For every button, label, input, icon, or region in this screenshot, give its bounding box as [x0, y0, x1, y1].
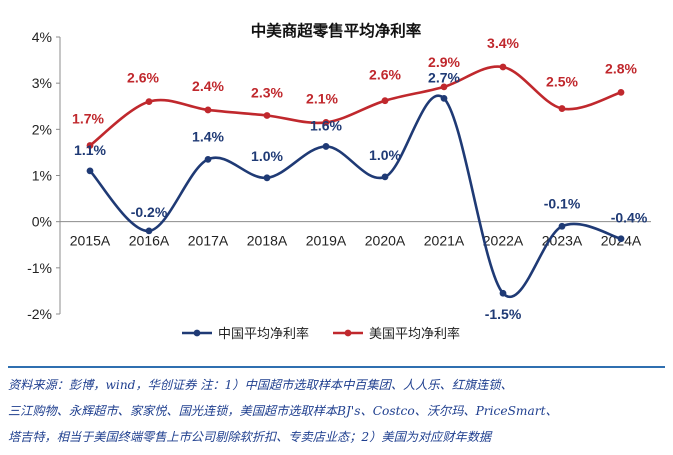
china-data-label: 1.1%	[74, 142, 106, 158]
us-data-point	[263, 112, 271, 119]
us-data-label: 3.4%	[487, 35, 519, 51]
x-tick-label: 2016A	[129, 233, 170, 249]
us-data-point	[322, 119, 330, 126]
china-data-point	[440, 95, 448, 102]
us-data-point	[440, 83, 448, 91]
us-data-label: 2.6%	[127, 70, 159, 86]
legend-us-label: 美国平均净利率	[369, 326, 460, 342]
china-data-label: -1.5%	[485, 306, 522, 322]
us-series-line	[89, 65, 622, 147]
china-data-label: 1.0%	[251, 148, 283, 164]
us-data-label: 2.3%	[251, 84, 283, 100]
chart-axes: 4% 3% 2% 1% 0% -1% -2% 2015A 2016A 2017A 2018A 2019…	[27, 29, 651, 322]
chart-legend: 中国平均净利率 美国平均净利率	[182, 326, 460, 342]
us-data-point	[558, 105, 566, 112]
us-data-label: 2.4%	[192, 78, 224, 94]
x-tick-label: 2019A	[306, 233, 347, 249]
china-data-point	[322, 143, 330, 150]
china-data-label: -0.1%	[544, 195, 581, 211]
x-tick-label: 2018A	[247, 233, 288, 249]
x-tick-label: 2017A	[188, 233, 229, 249]
china-data-point	[86, 167, 94, 175]
china-data-point	[617, 235, 625, 243]
china-data-label: 1.0%	[369, 147, 401, 163]
china-data-point	[204, 155, 212, 163]
china-data-label: -0.2%	[131, 204, 168, 220]
source-divider	[8, 366, 665, 368]
china-data-point	[145, 227, 153, 235]
x-tick-label: 2015A	[70, 233, 111, 249]
y-tick-label: 0%	[32, 214, 52, 230]
us-data-label: 2.5%	[546, 74, 578, 90]
legend-us-marker	[344, 329, 352, 337]
us-data-point	[145, 98, 153, 106]
y-tick-label: 1%	[32, 168, 52, 184]
china-data-label: 1.6%	[310, 117, 342, 133]
x-tick-label: 2022A	[483, 233, 524, 249]
us-data-label: 2.1%	[306, 90, 338, 106]
source-note-line-1: 资料来源：彭博，wind，华创证券 注：1）中国超市选取样本中百集团、人人乐、红…	[8, 378, 513, 392]
china-data-point	[499, 289, 507, 297]
china-data-point	[263, 174, 271, 182]
us-data-label: 2.9%	[428, 54, 460, 70]
legend-china-marker	[193, 329, 201, 337]
legend-china-label: 中国平均净利率	[218, 326, 309, 342]
us-data-point	[86, 142, 94, 149]
y-tick-label: -2%	[27, 306, 52, 322]
china-data-label: -0.4%	[611, 210, 648, 226]
us-data-label: 1.7%	[72, 110, 104, 126]
y-tick-label: -1%	[27, 260, 52, 276]
y-tick-label: 4%	[32, 29, 52, 45]
us-data-label: 2.8%	[605, 60, 637, 76]
line-chart: 中美商超零售平均净利率 4% 3% 2% 1% 0% -1% -2% 2015A 2016A 20…	[27, 21, 651, 342]
china-data-label: 1.4%	[192, 128, 224, 144]
china-data-label: 2.7%	[428, 69, 460, 85]
us-data-label: 2.6%	[369, 67, 401, 83]
x-tick-label: 2021A	[424, 233, 465, 249]
us-data-point	[499, 63, 507, 71]
china-data-point	[558, 222, 566, 230]
chart-series	[86, 63, 625, 298]
y-tick-label: 2%	[32, 121, 52, 137]
source-note: 资料来源：彭博，wind，华创证券 注：1）中国超市选取样本中百集团、人人乐、红…	[8, 372, 668, 450]
x-tick-label: 2020A	[365, 233, 406, 249]
china-series-line	[89, 94, 622, 298]
source-note-line-2: 三江购物、永辉超市、家家悦、国光连锁，美国超市选取样本BJ's、Costco、沃…	[8, 404, 558, 418]
data-labels: 1.1% -0.2% 1.4% 1.0% 1.6% 1.0% 2.7% -1.5% -0.1% -…	[72, 35, 648, 322]
us-data-point	[381, 97, 389, 105]
chart-title: 中美商超零售平均净利率	[251, 21, 422, 40]
china-data-point	[381, 173, 389, 181]
y-tick-label: 3%	[32, 75, 52, 91]
us-data-point	[204, 106, 212, 114]
source-note-line-3: 塔吉特，相当于美国终端零售上市公司剔除软折扣、专卖店业态；2）美国为对应财年数据	[8, 430, 492, 444]
us-data-point	[617, 89, 625, 96]
